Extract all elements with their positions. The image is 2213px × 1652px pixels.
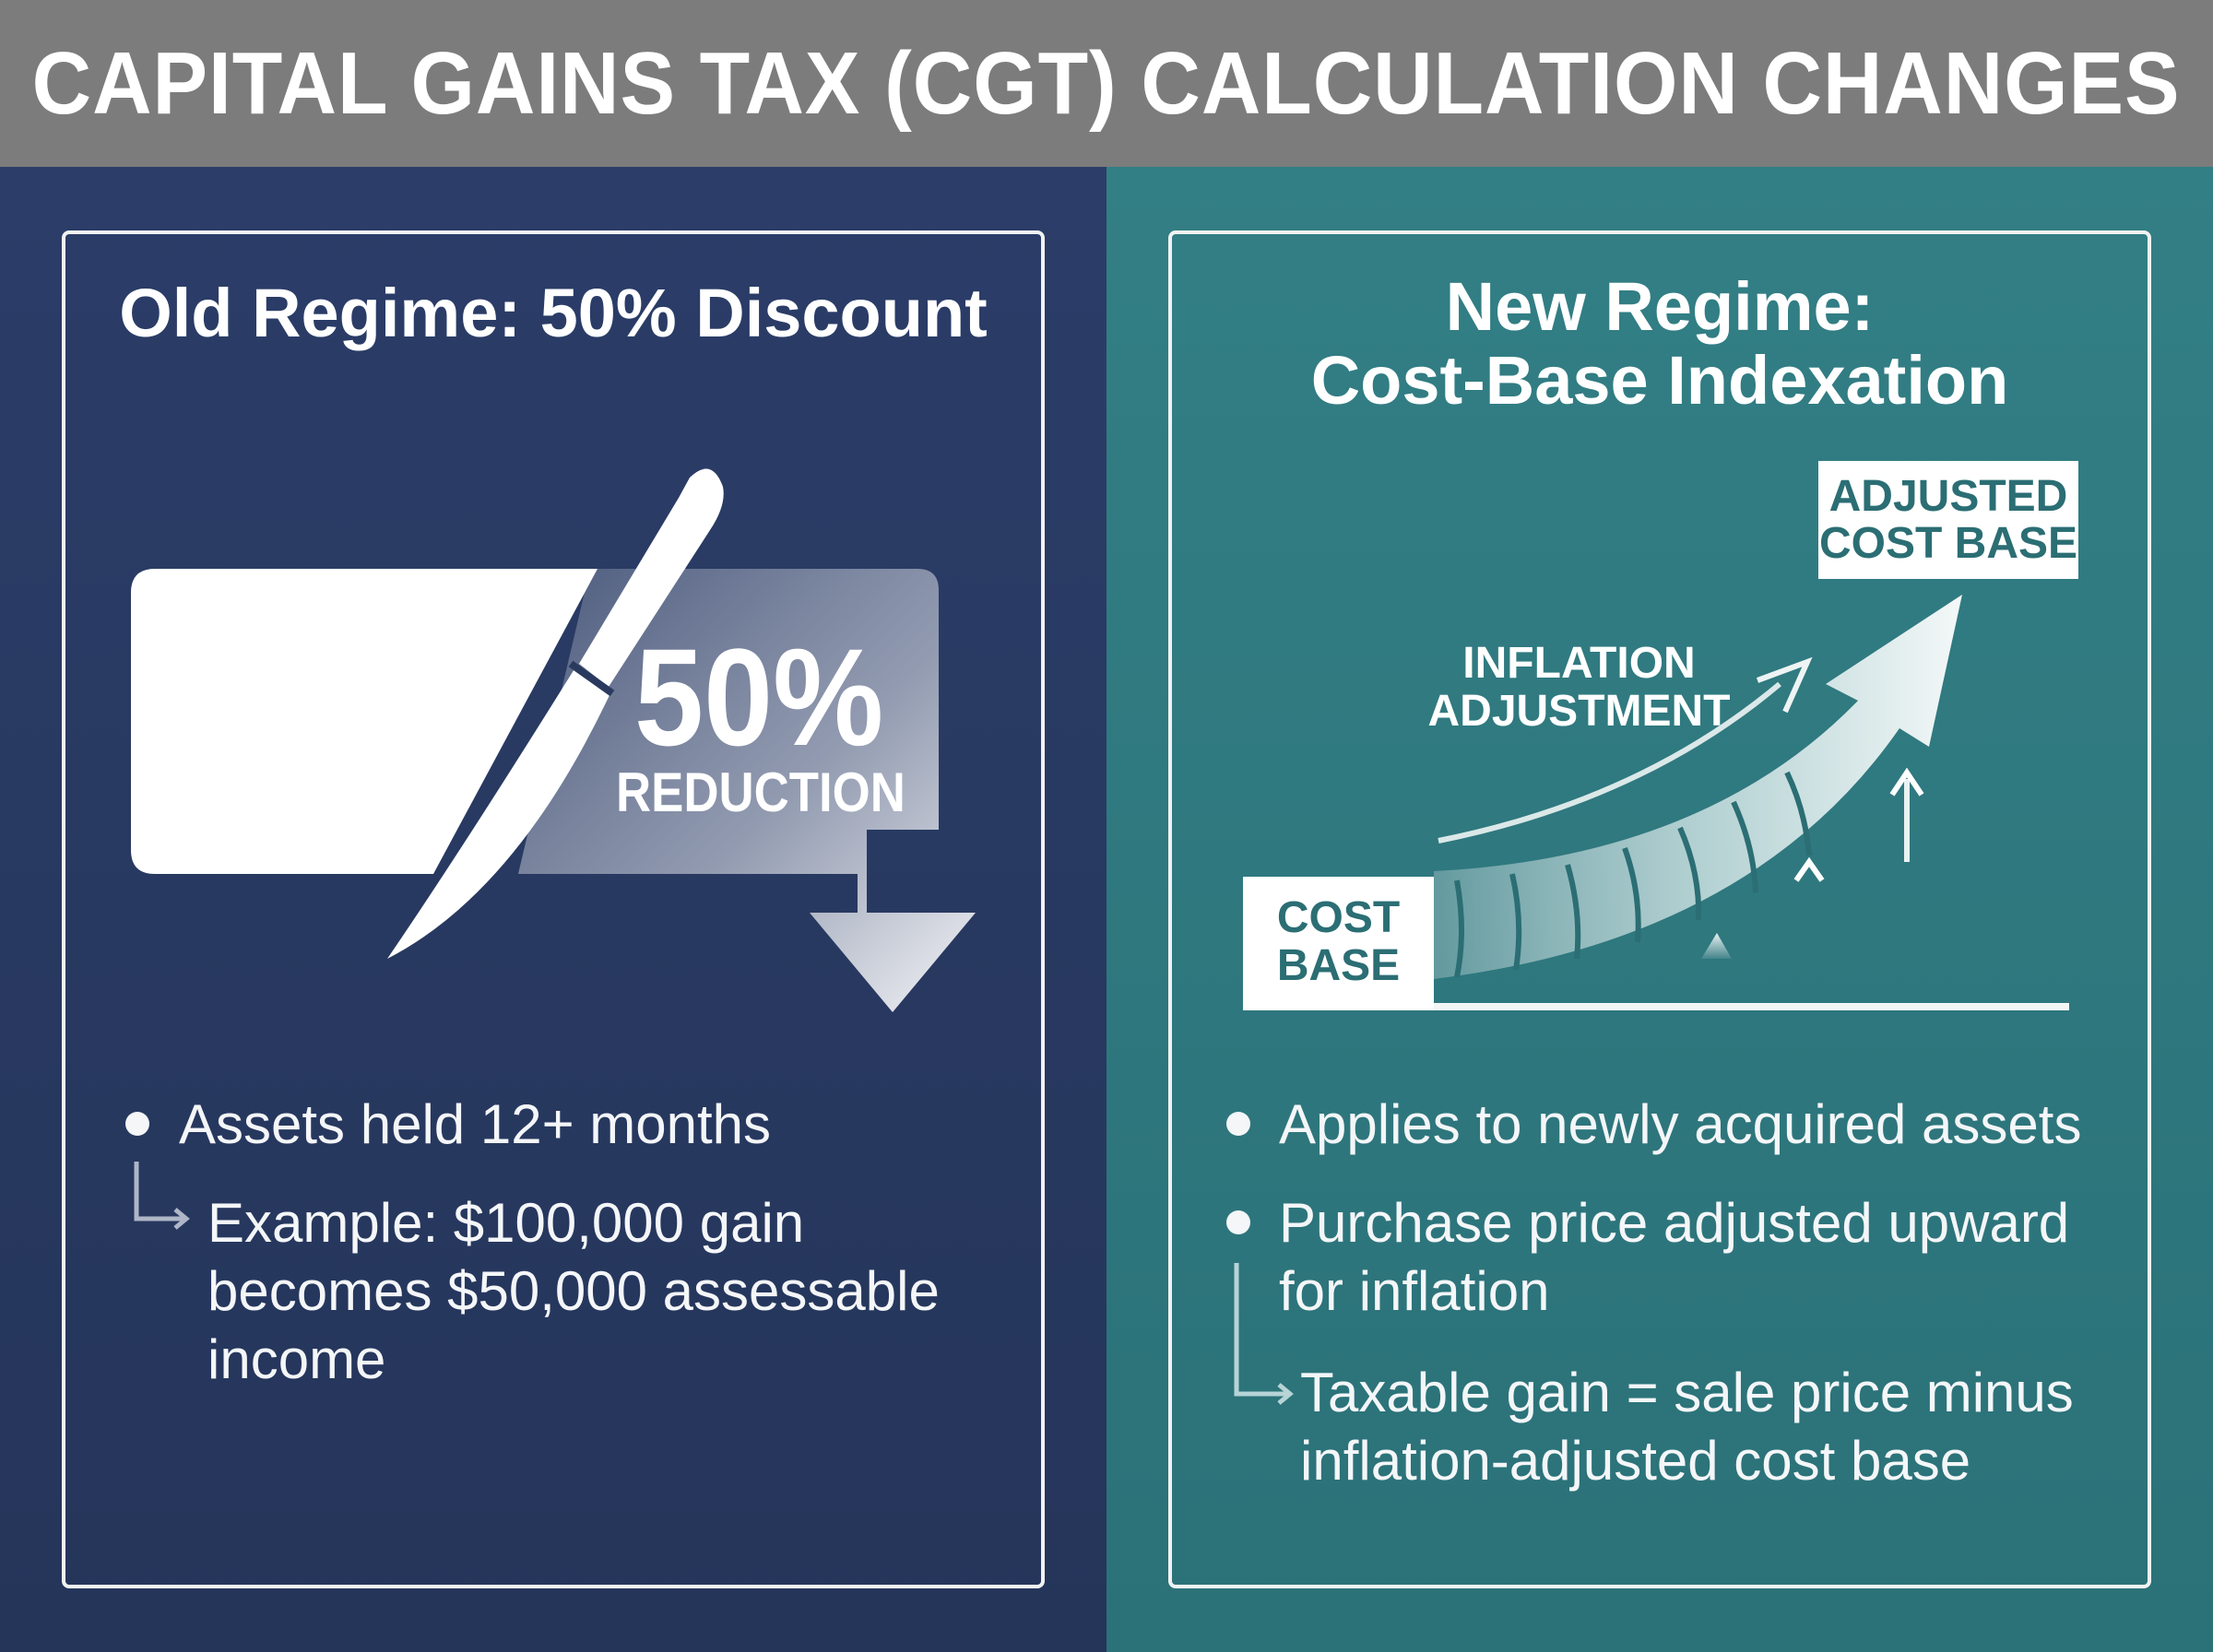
inflation-adjustment-label: INFLATION ADJUSTMENT xyxy=(1425,640,1734,736)
inflation-adjustment-label-line: ADJUSTMENT xyxy=(1427,687,1731,736)
knife-icon xyxy=(387,468,724,959)
discount-label: REDUCTION xyxy=(616,761,905,823)
cost-base-label: COST BASE xyxy=(1243,894,1434,990)
applies-bullet: Applies to newly acquired assets xyxy=(1279,1093,2082,1155)
title-bar: CAPITAL GAINS TAX (CGT) CALCULATION CHAN… xyxy=(0,0,2213,167)
up-arrow-icon xyxy=(1701,767,1924,959)
curved-growth-arrow-icon xyxy=(1434,595,1962,979)
reduced-half-shape xyxy=(518,569,976,1012)
cost-base-label-line: BASE xyxy=(1276,941,1401,990)
new-regime-panel xyxy=(1168,230,2151,1588)
adjusted-cost-base-label-line: ADJUSTED xyxy=(1828,472,2068,521)
cost-base-box xyxy=(1243,877,1434,1010)
bullet-dot xyxy=(1226,1112,1250,1136)
kept-half-card xyxy=(131,569,598,874)
purchase-price-bullet-line: for inflation xyxy=(1279,1260,1550,1322)
example-note-line: becomes $50,000 assessable xyxy=(207,1260,940,1322)
taxable-gain-note-line: inflation-adjusted cost base xyxy=(1300,1430,1971,1492)
old-regime-panel xyxy=(62,230,1045,1588)
inflation-adjustment-label-line: INFLATION xyxy=(1462,639,1696,688)
old-regime-background xyxy=(0,167,1106,1652)
old-regime-heading: Old Regime: 50% Discount xyxy=(119,275,988,351)
bullet-dot xyxy=(1226,1210,1250,1234)
example-note-line: income xyxy=(207,1328,386,1390)
new-regime-heading-line: New Regime: xyxy=(1445,268,1875,345)
elbow-arrow-icon xyxy=(134,1162,190,1230)
new-regime-heading-line: Cost-Base Indexation xyxy=(1310,342,2009,419)
holding-period-bullet: Assets held 12+ months xyxy=(179,1093,772,1155)
purchase-price-bullet: Purchase price adjusted upward for infla… xyxy=(1279,1189,2069,1326)
elbow-arrow-icon xyxy=(1234,1263,1294,1405)
example-note-line: Example: $100,000 gain xyxy=(207,1192,805,1254)
discount-value: 50% xyxy=(634,620,884,774)
example-note: Example: $100,000 gain becomes $50,000 a… xyxy=(207,1189,940,1394)
adjusted-cost-base-box xyxy=(1818,461,2078,579)
adjusted-cost-base-label: ADJUSTED COST BASE xyxy=(1818,473,2078,567)
taxable-gain-note: Taxable gain = sale price minus inflatio… xyxy=(1300,1359,2074,1495)
page-title: CAPITAL GAINS TAX (CGT) CALCULATION CHAN… xyxy=(32,33,2181,133)
new-regime-heading: New Regime: Cost-Base Indexation xyxy=(1168,270,2151,418)
inflation-arrow-icon xyxy=(1438,656,1813,844)
taxable-gain-note-line: Taxable gain = sale price minus xyxy=(1300,1362,2074,1423)
cost-base-label-line: COST xyxy=(1276,893,1401,942)
bullet-dot xyxy=(125,1112,149,1136)
purchase-price-bullet-line: Purchase price adjusted upward xyxy=(1279,1192,2070,1254)
adjusted-cost-base-label-line: COST BASE xyxy=(1818,519,2078,568)
